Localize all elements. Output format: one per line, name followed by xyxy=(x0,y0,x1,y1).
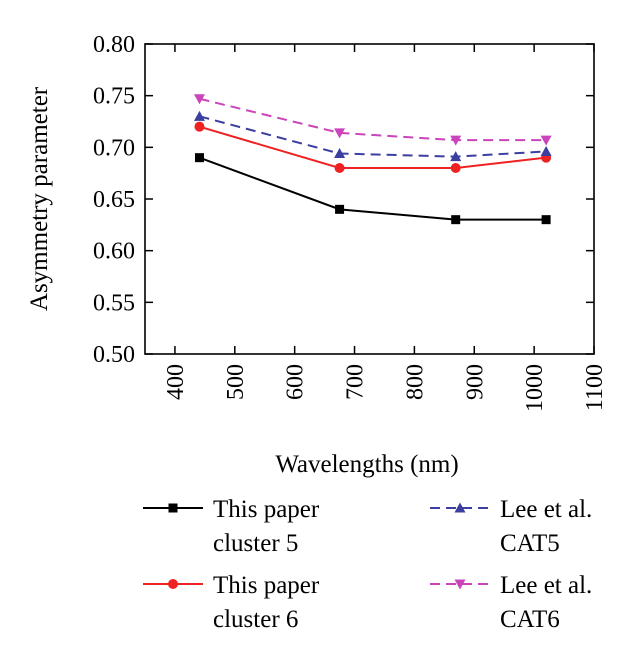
legend-label: Lee et al. xyxy=(500,496,592,523)
triangle-up-marker xyxy=(540,145,552,156)
series-3 xyxy=(193,110,552,162)
square-marker xyxy=(194,153,204,163)
legend-item-2: This paper cluster 6 xyxy=(143,572,320,633)
x-tick-label: 1000 xyxy=(522,364,548,412)
square-marker xyxy=(335,204,345,214)
triangle-up-marker xyxy=(334,148,346,159)
series-line xyxy=(199,156,547,221)
triangle-down-marker xyxy=(454,579,466,590)
plot-area xyxy=(144,43,595,355)
x-tick-label: 900 xyxy=(462,364,488,400)
x-tick-label: 800 xyxy=(402,364,428,400)
triangle-down-marker xyxy=(193,94,205,105)
circle-marker xyxy=(334,163,345,173)
x-tick-label: 600 xyxy=(283,364,309,400)
triangle-down-marker xyxy=(540,135,552,146)
circle-marker xyxy=(194,121,205,132)
x-tick-label: 500 xyxy=(223,364,249,400)
y-tick-label: 0.80 xyxy=(93,32,135,58)
legend-label: This paper xyxy=(213,496,320,523)
legend-label: This paper xyxy=(213,572,320,599)
legend-item-3: Lee et al. CAT5 xyxy=(430,496,592,557)
x-tick-label: 1100 xyxy=(582,364,608,411)
legend-label: CAT6 xyxy=(500,606,560,633)
legend-label: cluster 5 xyxy=(213,530,298,557)
circle-marker xyxy=(450,163,461,173)
square-marker xyxy=(541,215,551,225)
triangle-down-marker xyxy=(450,135,462,146)
legend-item-1: This paper cluster 5 xyxy=(143,496,320,557)
triangle-up-marker xyxy=(193,110,205,121)
x-tick-label: 400 xyxy=(163,364,189,400)
y-axis-ticks: 0.80 0.75 0.70 0.65 0.60 0.55 0.50 xyxy=(93,32,594,368)
x-axis-ticks: 400 500 600 700 800 900 1000 1100 xyxy=(163,44,608,412)
triangle-up-marker xyxy=(454,502,466,513)
y-axis-label: Asymmetry parameter xyxy=(26,86,53,311)
square-marker xyxy=(168,503,178,513)
x-tick-label: 700 xyxy=(343,364,369,400)
legend-item-4: Lee et al. CAT6 xyxy=(430,572,592,633)
series-layer xyxy=(193,94,552,225)
y-tick-label: 0.50 xyxy=(93,342,135,368)
legend-label: CAT5 xyxy=(500,530,560,557)
square-marker xyxy=(451,215,461,225)
series-line xyxy=(199,115,547,158)
y-tick-label: 0.70 xyxy=(93,135,135,161)
y-tick-label: 0.60 xyxy=(93,239,135,265)
series-line xyxy=(199,97,547,142)
series-4 xyxy=(193,94,552,146)
triangle-up-marker xyxy=(450,151,462,162)
plot-frame xyxy=(144,43,595,355)
series-line xyxy=(199,125,547,169)
series-1 xyxy=(194,153,551,225)
y-tick-label: 0.55 xyxy=(93,290,135,316)
circle-marker xyxy=(168,579,178,589)
x-axis-label: Wavelengths (nm) xyxy=(275,451,458,478)
legend-label: cluster 6 xyxy=(213,606,298,633)
legend-label: Lee et al. xyxy=(500,572,592,599)
y-tick-label: 0.75 xyxy=(93,84,135,110)
triangle-down-marker xyxy=(334,128,346,139)
legend: This paper cluster 5 This paper cluster 6 Le… xyxy=(143,496,592,633)
y-tick-label: 0.65 xyxy=(93,187,135,213)
